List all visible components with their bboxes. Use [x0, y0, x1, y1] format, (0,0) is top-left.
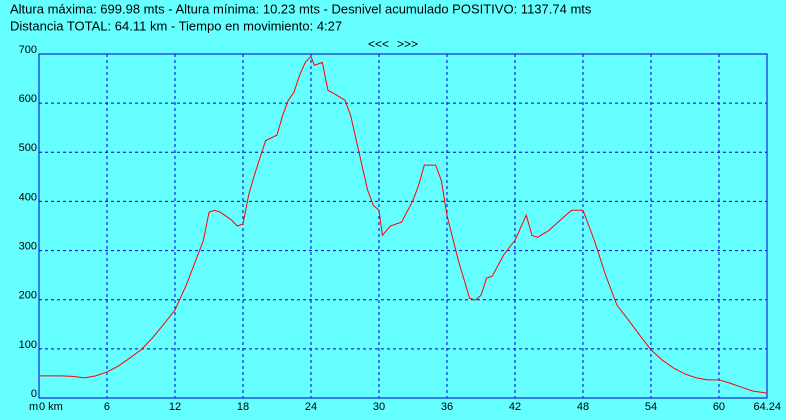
- x-tick-label: 48: [577, 401, 589, 413]
- x-tick-label: 12: [169, 401, 181, 413]
- nav-next[interactable]: >>>: [397, 37, 418, 51]
- x-tick-label: 36: [441, 401, 453, 413]
- y-tick-label: 0: [31, 388, 37, 400]
- chart-subtitle: Distancia TOTAL: 64.11 km - Tiempo en mo…: [10, 18, 342, 33]
- x-tick-label: 18: [237, 401, 249, 413]
- y-tick-label: 100: [19, 339, 37, 351]
- x-tick-label: 30: [373, 401, 385, 413]
- y-axis-label: m: [29, 401, 38, 413]
- y-tick-label: 500: [19, 142, 37, 154]
- plot-frame: [38, 53, 768, 399]
- x-tick-label: 64.24: [753, 401, 781, 413]
- x-tick-label: 6: [104, 401, 110, 413]
- x-tick-label: 60: [713, 401, 725, 413]
- elevation-line: [39, 55, 768, 394]
- x-tick-label: 24: [305, 401, 317, 413]
- y-tick-label: 700: [19, 44, 37, 56]
- y-tick-label: 200: [19, 290, 37, 302]
- x-tick-label: 0 km: [39, 401, 63, 413]
- x-tick-label: 42: [509, 401, 521, 413]
- nav-prev[interactable]: <<<: [368, 37, 389, 51]
- x-tick-label: 54: [645, 401, 657, 413]
- chart-title: Altura máxima: 699.98 mts - Altura mínim…: [10, 1, 592, 16]
- y-tick-label: 600: [19, 93, 37, 105]
- y-tick-label: 300: [19, 240, 37, 252]
- y-tick-label: 400: [19, 191, 37, 203]
